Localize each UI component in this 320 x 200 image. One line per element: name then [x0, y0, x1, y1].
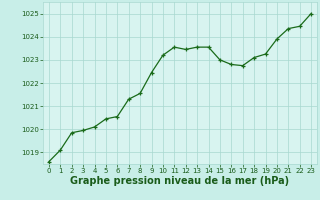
X-axis label: Graphe pression niveau de la mer (hPa): Graphe pression niveau de la mer (hPa) [70, 176, 290, 186]
